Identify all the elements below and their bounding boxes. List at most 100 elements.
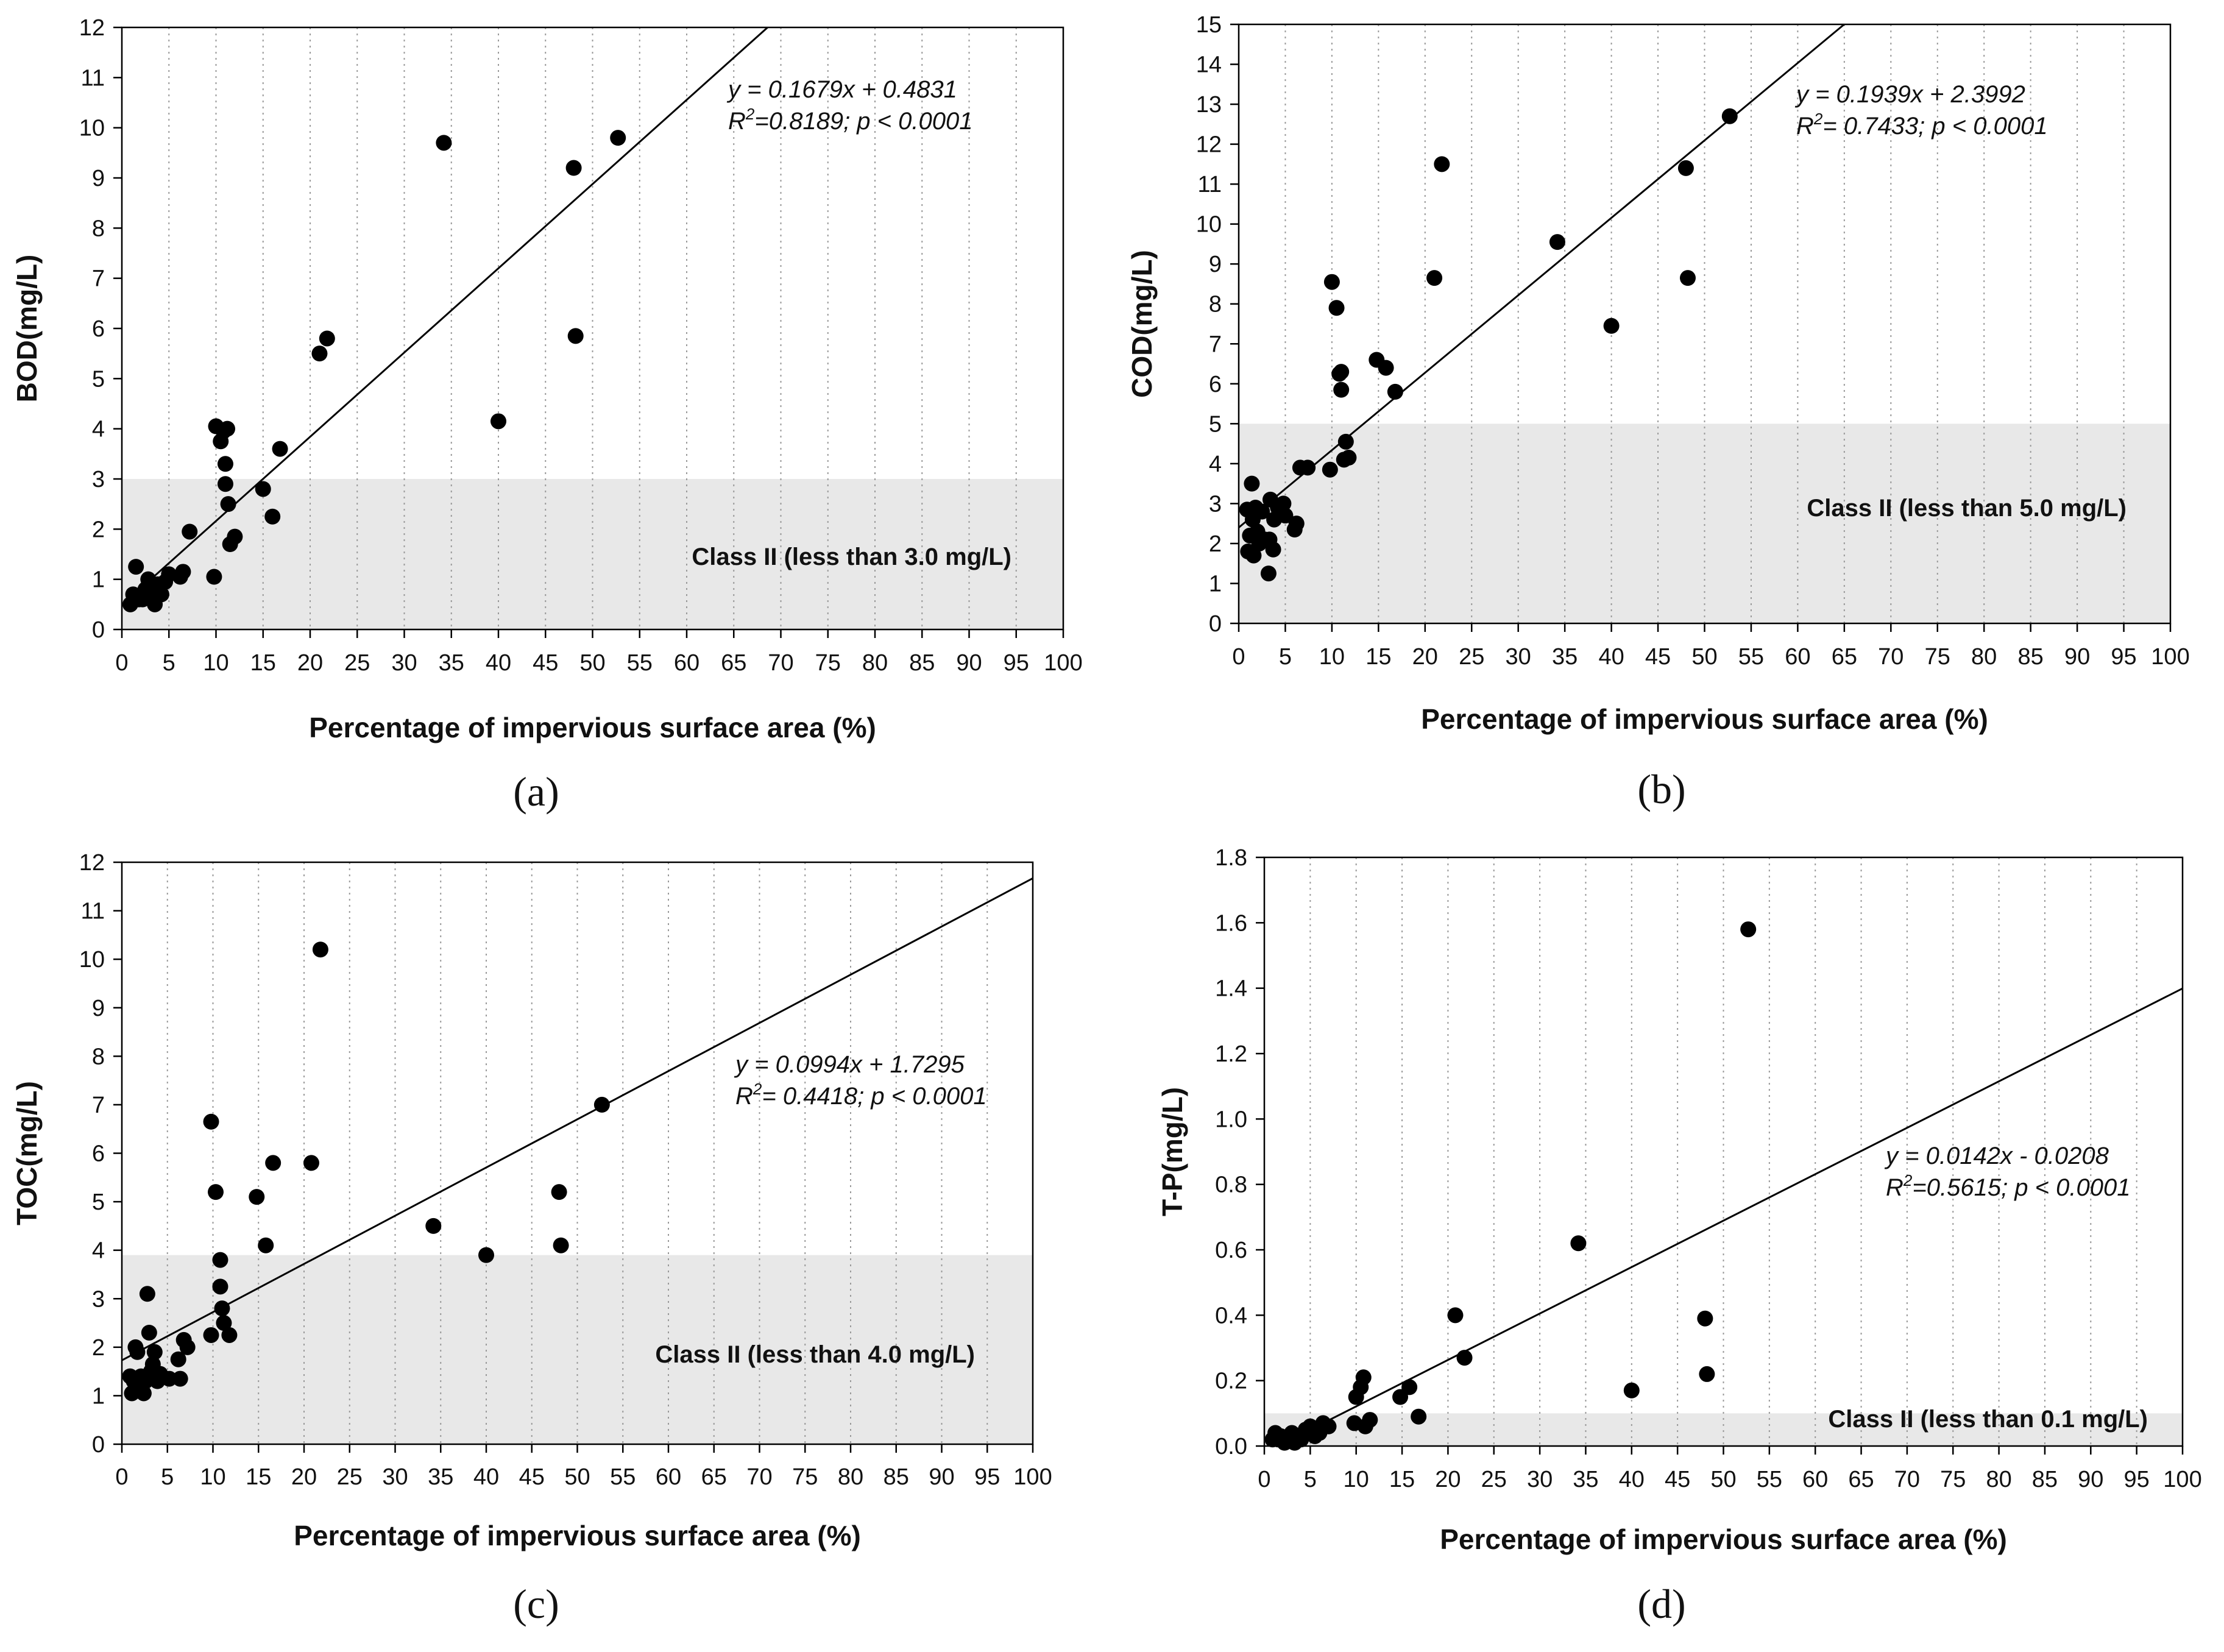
x-tick-label: 30 bbox=[382, 1464, 408, 1490]
y-axis-title: T-P(mg/L) bbox=[1156, 1087, 1188, 1216]
data-point bbox=[1254, 503, 1270, 520]
x-tick-label: 5 bbox=[163, 650, 175, 676]
data-point bbox=[1333, 364, 1350, 380]
x-tick-label: 20 bbox=[291, 1464, 317, 1490]
x-tick-label: 90 bbox=[2064, 644, 2090, 670]
x-tick-label: 75 bbox=[1925, 644, 1950, 670]
y-tick-label: 12 bbox=[79, 850, 105, 876]
data-point bbox=[1288, 516, 1305, 532]
x-tick-label: 100 bbox=[1013, 1464, 1052, 1490]
x-tick-label: 60 bbox=[656, 1464, 681, 1490]
y-tick-label: 3 bbox=[92, 1286, 105, 1312]
y-tick-label: 2 bbox=[1209, 531, 1222, 557]
regression-equation: y = 0.0994x + 1.7295 bbox=[734, 1051, 965, 1078]
data-point bbox=[311, 346, 328, 362]
x-tick-label: 0 bbox=[115, 650, 128, 676]
x-tick-label: 70 bbox=[1894, 1467, 1920, 1492]
data-point bbox=[203, 1327, 219, 1343]
class-label: Class II (less than 0.1 mg/L) bbox=[1828, 1406, 2148, 1433]
r-squared-symbol: R bbox=[1886, 1174, 1904, 1201]
data-point bbox=[553, 1237, 569, 1253]
x-tick-label: 5 bbox=[161, 1464, 174, 1490]
x-tick-label: 65 bbox=[1848, 1467, 1874, 1492]
x-tick-label: 90 bbox=[929, 1464, 954, 1490]
data-point bbox=[135, 1385, 152, 1402]
x-tick-label: 85 bbox=[909, 650, 935, 676]
x-tick-label: 80 bbox=[1986, 1467, 2011, 1492]
data-point bbox=[1340, 450, 1357, 466]
data-point bbox=[567, 328, 584, 344]
x-tick-label: 15 bbox=[250, 650, 276, 676]
data-point bbox=[303, 1155, 319, 1171]
data-point bbox=[1355, 1369, 1372, 1386]
data-point bbox=[255, 481, 271, 497]
y-tick-label: 9 bbox=[1209, 252, 1222, 277]
panel-b: 0 5 10 15 20 25 30 35 40 45 50 55 60 65 70 75 80 85 90 95 10… bbox=[1126, 12, 2190, 812]
data-point bbox=[153, 586, 169, 603]
panel-d: 0 5 10 15 20 25 30 35 40 45 50 55 60 65 70 75 80 85 90 95 10… bbox=[1156, 845, 2202, 1627]
x-tick-label: 25 bbox=[1459, 644, 1484, 670]
data-point bbox=[221, 1327, 238, 1343]
data-point bbox=[1699, 1366, 1715, 1382]
y-tick-label: 0.4 bbox=[1215, 1303, 1247, 1328]
data-point bbox=[1245, 547, 1262, 564]
regression-equation: y = 0.0142x - 0.0208 bbox=[1884, 1143, 2109, 1169]
x-tick-label: 30 bbox=[1527, 1467, 1553, 1492]
y-tick-label: 3 bbox=[92, 467, 105, 492]
x-tick-label: 55 bbox=[627, 650, 653, 676]
data-point bbox=[217, 456, 233, 472]
x-tick-label: 20 bbox=[297, 650, 323, 676]
data-point bbox=[128, 559, 144, 575]
y-tick-label: 6 bbox=[1209, 372, 1222, 397]
y-tick-label: 4 bbox=[92, 417, 105, 442]
data-point bbox=[203, 1113, 219, 1130]
x-tick-label: 45 bbox=[1645, 644, 1671, 670]
panel-label: (c) bbox=[513, 1581, 559, 1627]
y-axis-title: TOC(mg/L) bbox=[11, 1081, 43, 1225]
data-point bbox=[1697, 1310, 1713, 1327]
data-point bbox=[1333, 381, 1350, 398]
x-tick-label: 50 bbox=[1710, 1467, 1736, 1492]
x-tick-label: 100 bbox=[2151, 644, 2189, 670]
regression-equation: y = 0.1679x + 0.4831 bbox=[726, 76, 957, 103]
r-squared-superscript: 2 bbox=[753, 1080, 762, 1098]
data-point bbox=[1426, 270, 1443, 286]
data-point bbox=[1265, 541, 1281, 558]
x-tick-label: 90 bbox=[956, 650, 982, 676]
x-tick-label: 15 bbox=[246, 1464, 271, 1490]
data-point bbox=[207, 1184, 224, 1200]
x-tick-label: 75 bbox=[815, 650, 841, 676]
x-tick-label: 50 bbox=[579, 650, 605, 676]
y-tick-label: 0 bbox=[92, 1432, 105, 1458]
x-tick-label: 0 bbox=[115, 1464, 128, 1490]
x-tick-label: 15 bbox=[1389, 1467, 1415, 1492]
data-point bbox=[179, 1339, 196, 1355]
x-tick-label: 45 bbox=[1665, 1467, 1690, 1492]
data-point bbox=[1456, 1350, 1473, 1366]
x-tick-label: 65 bbox=[701, 1464, 727, 1490]
data-point bbox=[593, 1096, 610, 1113]
data-point bbox=[170, 1351, 186, 1367]
data-point bbox=[1447, 1307, 1464, 1324]
y-tick-label: 14 bbox=[1196, 52, 1222, 78]
x-tick-label: 85 bbox=[2032, 1467, 2058, 1492]
class-band bbox=[122, 1255, 1033, 1444]
data-point bbox=[1401, 1379, 1418, 1395]
x-tick-label: 95 bbox=[974, 1464, 1000, 1490]
y-tick-label: 8 bbox=[1209, 292, 1222, 317]
x-tick-label: 35 bbox=[1573, 1467, 1598, 1492]
data-point bbox=[219, 420, 236, 437]
x-tick-label: 0 bbox=[1232, 644, 1245, 670]
x-tick-label: 60 bbox=[674, 650, 699, 676]
data-point bbox=[1740, 921, 1757, 938]
data-point bbox=[1623, 1382, 1640, 1399]
y-tick-label: 0 bbox=[1209, 611, 1222, 637]
y-tick-label: 11 bbox=[81, 65, 105, 91]
x-tick-label: 10 bbox=[203, 650, 228, 676]
r-squared-value: = 0.7433; p < 0.0001 bbox=[1822, 113, 2047, 140]
x-tick-label: 20 bbox=[1435, 1467, 1461, 1492]
data-point bbox=[1721, 108, 1738, 124]
r-squared-value: = 0.4418; p < 0.0001 bbox=[762, 1083, 986, 1110]
data-point bbox=[175, 564, 191, 580]
regression-line bbox=[121, 877, 1033, 1361]
